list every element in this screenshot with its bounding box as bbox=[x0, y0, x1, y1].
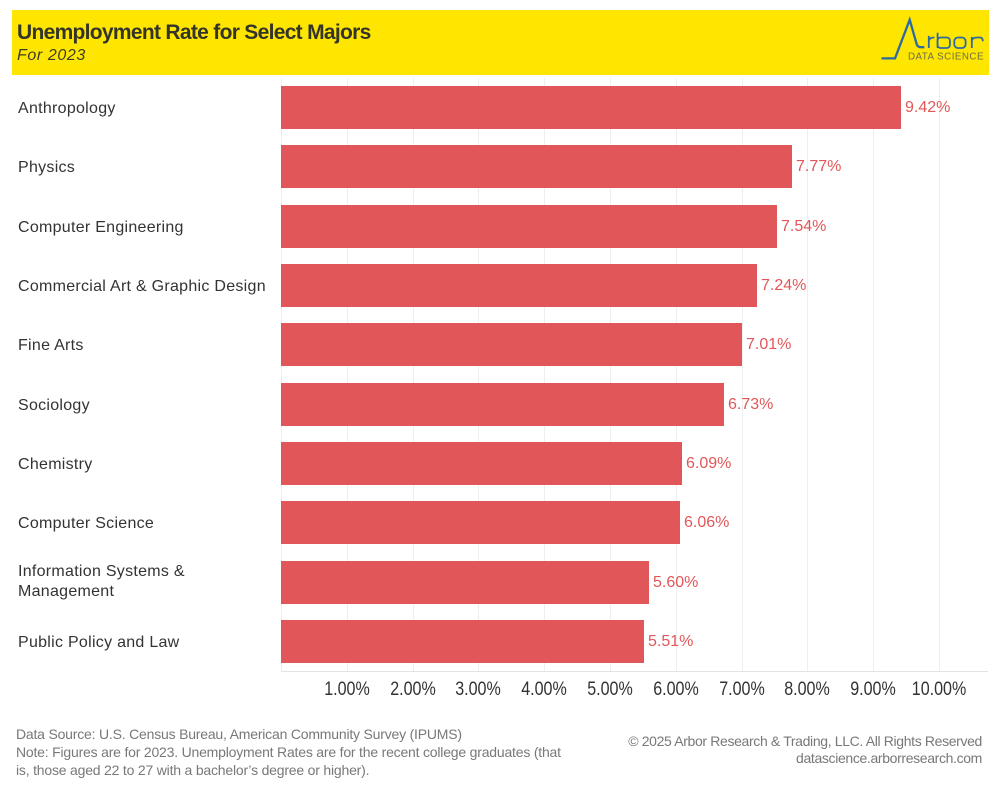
svg-text:DATA SCIENCE: DATA SCIENCE bbox=[908, 52, 984, 63]
